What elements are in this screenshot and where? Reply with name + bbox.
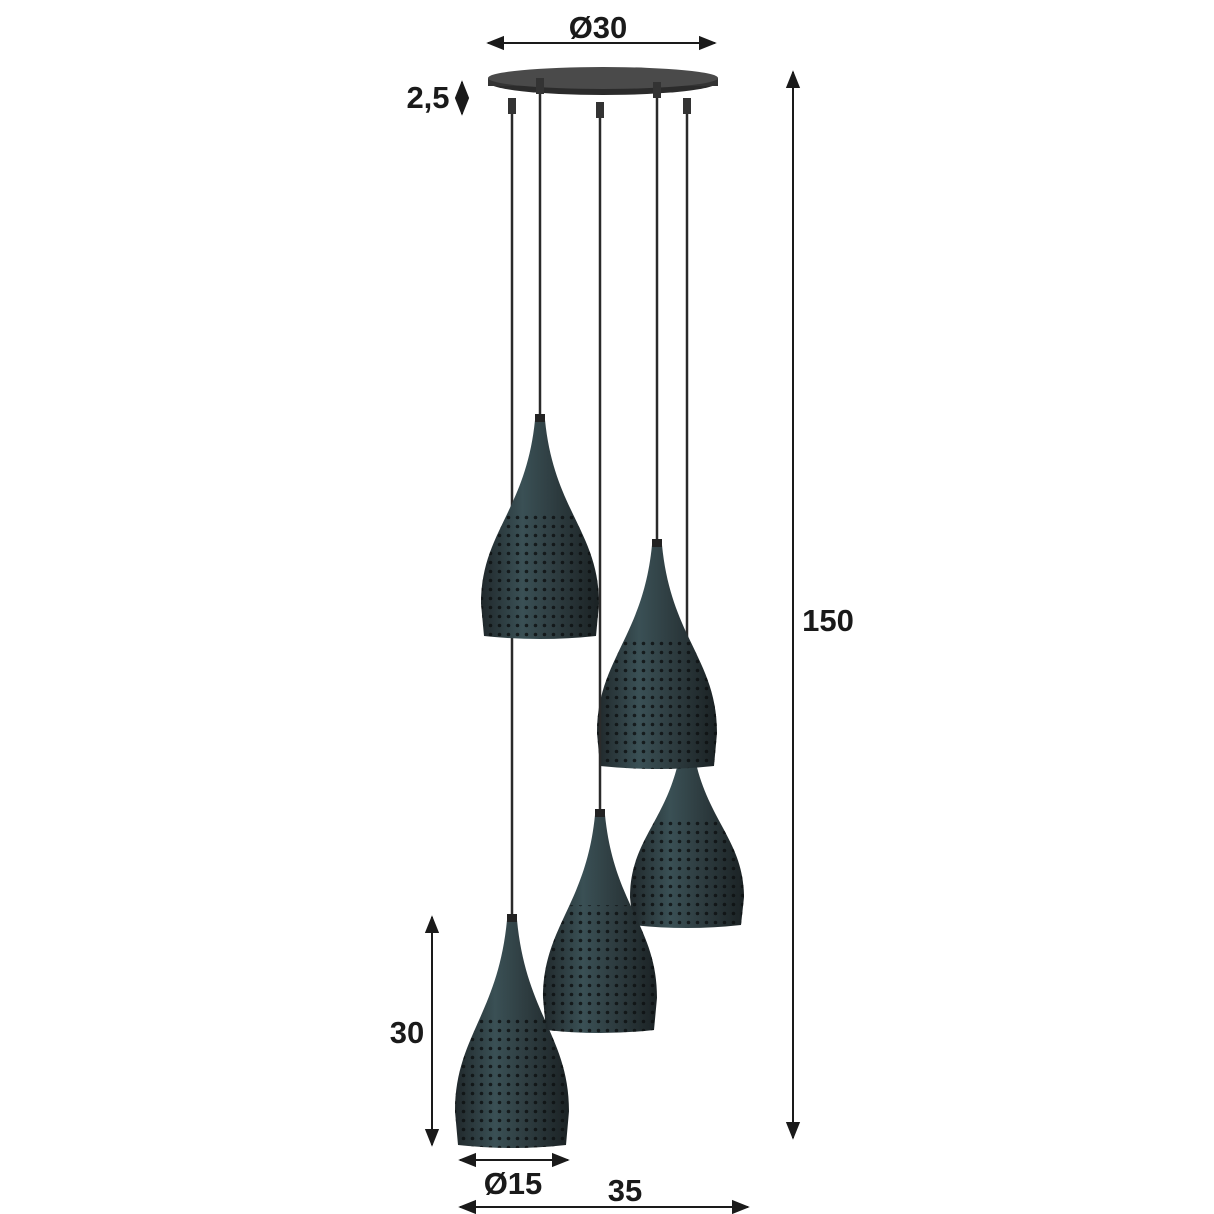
pendant-shade	[630, 98, 744, 928]
shade-cap	[652, 539, 662, 547]
canopy-diameter-label: Ø30	[569, 10, 628, 45]
dimension-lines	[424, 35, 801, 1214]
pendant-shade	[481, 78, 599, 639]
shade-cap	[595, 809, 605, 817]
canopy-height-label: 2,5	[406, 80, 449, 115]
cord-grip	[653, 82, 661, 98]
pendant-shade	[597, 82, 717, 769]
total-height-label: 150	[802, 603, 854, 638]
total-width-label: 35	[608, 1173, 642, 1208]
shade-diameter-label: Ø15	[484, 1166, 543, 1201]
pendants	[455, 78, 744, 1148]
shade-height-label: 30	[390, 1015, 424, 1050]
cord-grip	[596, 102, 604, 118]
cord-grip	[508, 98, 516, 114]
shade-cap	[507, 914, 517, 922]
pendant-shade	[543, 102, 657, 1033]
shade-cap	[535, 414, 545, 422]
cord-grip	[536, 78, 544, 94]
pendant-shade	[455, 98, 569, 1148]
cord-grip	[683, 98, 691, 114]
canopy	[488, 67, 718, 95]
